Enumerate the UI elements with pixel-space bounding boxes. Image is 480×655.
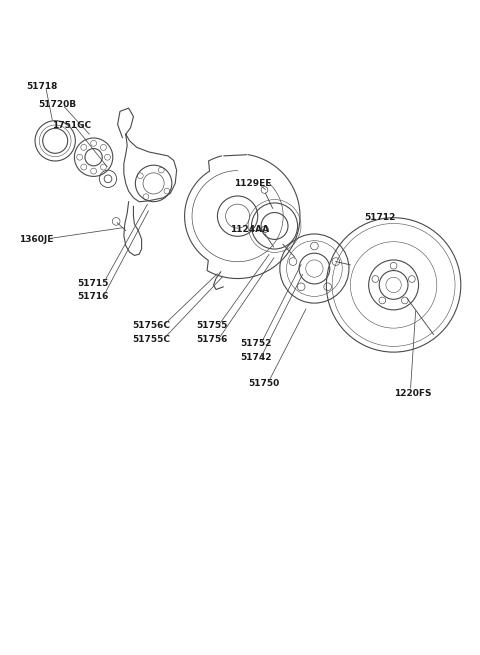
Text: 51752: 51752 xyxy=(240,339,271,348)
Text: 51742: 51742 xyxy=(240,353,272,362)
Text: 51716: 51716 xyxy=(77,292,108,301)
Text: 51712: 51712 xyxy=(364,213,395,222)
Text: 51750: 51750 xyxy=(249,379,280,388)
Text: 1751GC: 1751GC xyxy=(52,121,91,130)
Text: 51715: 51715 xyxy=(77,279,108,288)
Text: 51755C: 51755C xyxy=(132,335,170,344)
Text: 1124AA: 1124AA xyxy=(230,225,270,234)
Text: 1360JE: 1360JE xyxy=(19,234,54,244)
Text: 51756C: 51756C xyxy=(132,321,170,330)
Text: 1129EE: 1129EE xyxy=(234,179,271,188)
Text: 51755: 51755 xyxy=(196,321,227,330)
Text: 51720B: 51720B xyxy=(38,100,76,109)
Text: 51756: 51756 xyxy=(196,335,227,344)
Text: 1220FS: 1220FS xyxy=(394,388,431,398)
Text: 51718: 51718 xyxy=(26,82,58,91)
